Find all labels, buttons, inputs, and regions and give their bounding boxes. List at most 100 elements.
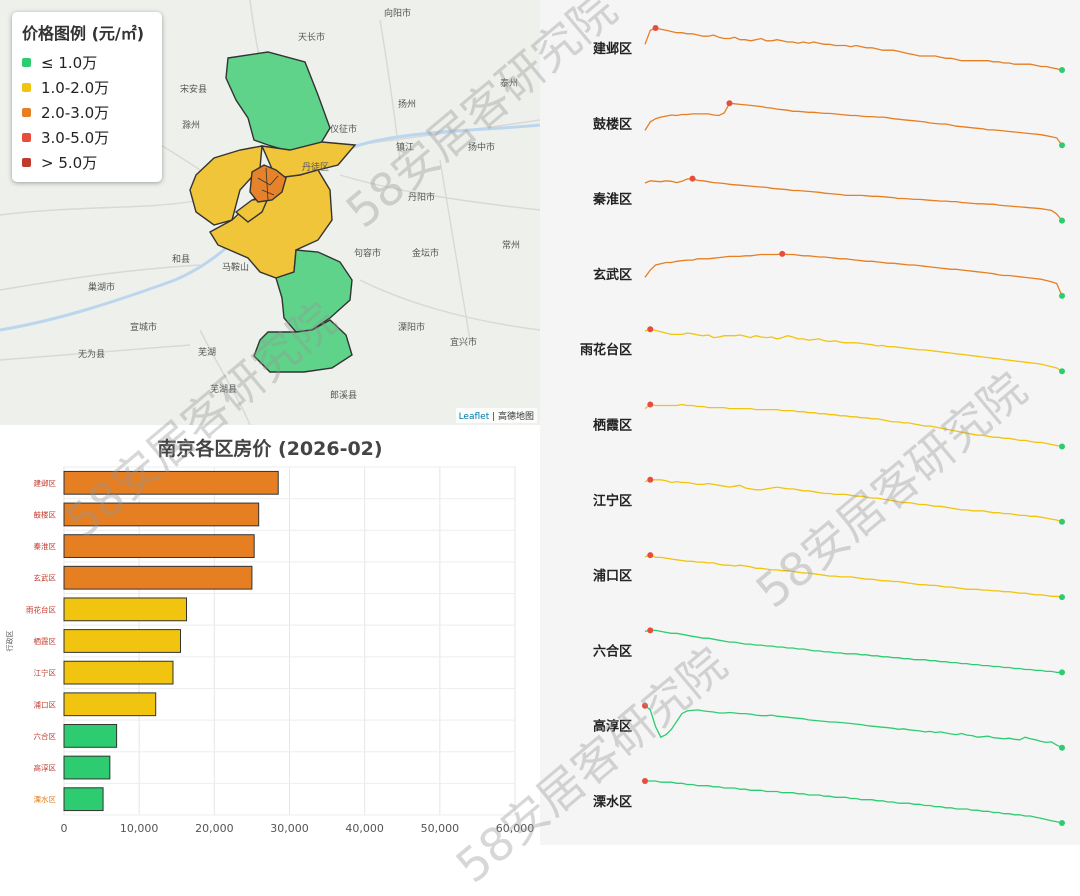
sparkline-path	[644, 253, 1063, 297]
sparkline-max-point	[647, 552, 654, 559]
attribution-text: | 高德地图	[489, 412, 534, 422]
legend-item: 2.0-3.0万	[22, 100, 152, 125]
place-label: 芜湖	[198, 346, 216, 358]
district-pukou	[189, 145, 263, 226]
sparkline-end-point	[1059, 669, 1065, 676]
place-label: 溧阳市	[398, 321, 425, 333]
sparkline-max-point	[647, 476, 654, 483]
y-tick-label: 鼓楼区	[34, 509, 57, 519]
sparkline-path	[644, 328, 1063, 372]
place-label: 郎溪县	[330, 389, 357, 401]
place-label: 马鞍山	[222, 261, 249, 273]
sparkline-path	[644, 554, 1063, 598]
sparkline-label: 鼓楼区	[593, 116, 632, 132]
district-inner-lines	[257, 167, 279, 201]
sparkline-label: 高淳区	[593, 719, 632, 735]
sparkline-end-point	[1059, 217, 1065, 224]
legend-item: 1.0-2.0万	[22, 75, 152, 100]
place-label: 巢湖市	[88, 281, 115, 293]
place-label: 芜湖县	[210, 383, 237, 395]
sparkline-end-point	[1059, 594, 1065, 601]
legend-label: 2.0-3.0万	[41, 104, 110, 122]
map-attribution: Leaflet | 高德地图	[455, 408, 537, 423]
x-tick-label: 20,000	[195, 822, 234, 835]
sparkline-max-point	[726, 100, 733, 107]
bar	[63, 502, 260, 527]
sparkline-path	[644, 479, 1063, 523]
place-label: 宋安县	[180, 83, 207, 95]
district-polygons[interactable]	[189, 51, 357, 373]
y-tick-label: 江宁区	[34, 668, 57, 678]
sparkline-end-point	[1059, 292, 1065, 299]
sparkline-end-point	[1059, 142, 1065, 149]
place-label: 扬中市	[468, 141, 495, 153]
sparkline-max-point	[779, 250, 786, 257]
place-label: 丹徒区	[302, 161, 329, 173]
y-tick-label: 玄武区	[34, 573, 57, 583]
y-tick-label: 秦淮区	[34, 541, 57, 551]
place-label: 句容市	[354, 247, 381, 259]
place-label: 天长市	[298, 31, 325, 43]
district-jiangning	[209, 169, 333, 279]
sparkline-path	[644, 705, 1063, 749]
place-label: 滁州	[182, 120, 200, 131]
bar	[63, 534, 255, 558]
sparkline-max-point	[647, 326, 654, 333]
sparkline-path	[644, 27, 1063, 71]
place-label: 仪征市	[330, 123, 357, 135]
sparkline-label: 雨花台区	[580, 342, 632, 358]
sparkline-max-point	[689, 175, 696, 182]
bar	[63, 692, 157, 717]
district-gaochun	[253, 319, 353, 373]
sparkline-end-point	[1059, 518, 1065, 525]
district-yuhuatai	[234, 197, 270, 223]
price-legend: 价格图例 (元/㎡) ≤ 1.0万 1.0-2.0万 2.0-3.0万 3.0-5.0…	[12, 12, 162, 182]
sparkline-label: 浦口区	[593, 568, 632, 584]
district-price-map[interactable]: 向阳市 天长市 宋安县 滁州 扬州 泰州 仪征市 镇江 丹阳市 常州 金坛市 马鞍山 和县 芜湖 无为县 宣城…	[0, 0, 540, 425]
legend-label: ≤ 1.0万	[41, 54, 98, 72]
place-label: 扬州	[398, 98, 416, 110]
place-label: 常州	[502, 239, 520, 251]
bar-chart: 南京各区房价 (2026-02) 0 10,000 20,000 30,000 40,00…	[5, 437, 535, 835]
bar	[63, 755, 111, 780]
sparkline-path	[644, 629, 1062, 674]
x-tick-label: 50,000	[421, 822, 460, 835]
place-label: 泰州	[500, 77, 518, 89]
price-bar-chart-panel: 南京各区房价 (2026-02) 0 10,000 20,000 30,000 40,00…	[0, 425, 540, 845]
place-label: 和县	[172, 254, 190, 265]
x-tick-label: 10,000	[120, 822, 159, 835]
legend-title: 价格图例 (元/㎡)	[22, 24, 145, 43]
sparkline-max-point	[642, 778, 648, 784]
bar	[63, 470, 279, 495]
leaflet-link[interactable]: Leaflet	[458, 412, 490, 422]
place-label: 镇江	[396, 141, 414, 153]
sparkline-label: 溧水区	[593, 794, 632, 810]
sparkline-label: 六合区	[593, 643, 632, 659]
chart-title: 南京各区房价 (2026-02)	[157, 437, 382, 460]
sparkline-end-point	[1059, 820, 1065, 826]
place-label: 无为县	[78, 348, 105, 360]
sparkline-label: 江宁区	[593, 493, 632, 509]
sparkline-label: 栖霞区	[593, 418, 632, 434]
bar	[63, 660, 174, 685]
y-tick-label: 高淳区	[34, 763, 57, 773]
legend-item: 3.0-5.0万	[22, 125, 152, 150]
place-label: 宜兴市	[450, 336, 477, 348]
sparkline-end-point	[1059, 744, 1065, 751]
sparkline-path	[645, 780, 1063, 824]
legend-swatch	[22, 108, 31, 117]
sparkline-path	[644, 403, 1063, 448]
bar	[63, 724, 118, 748]
legend-swatch	[22, 83, 31, 92]
bar	[63, 787, 104, 812]
x-tick-label: 60,000	[496, 822, 535, 835]
legend-swatch	[22, 133, 31, 142]
sparkline-end-point	[1059, 443, 1065, 450]
place-label: 丹阳市	[408, 191, 435, 203]
x-tick-label: 30,000	[270, 822, 309, 835]
y-tick-label: 溧水区	[34, 794, 57, 804]
district-liuhe	[225, 51, 331, 153]
